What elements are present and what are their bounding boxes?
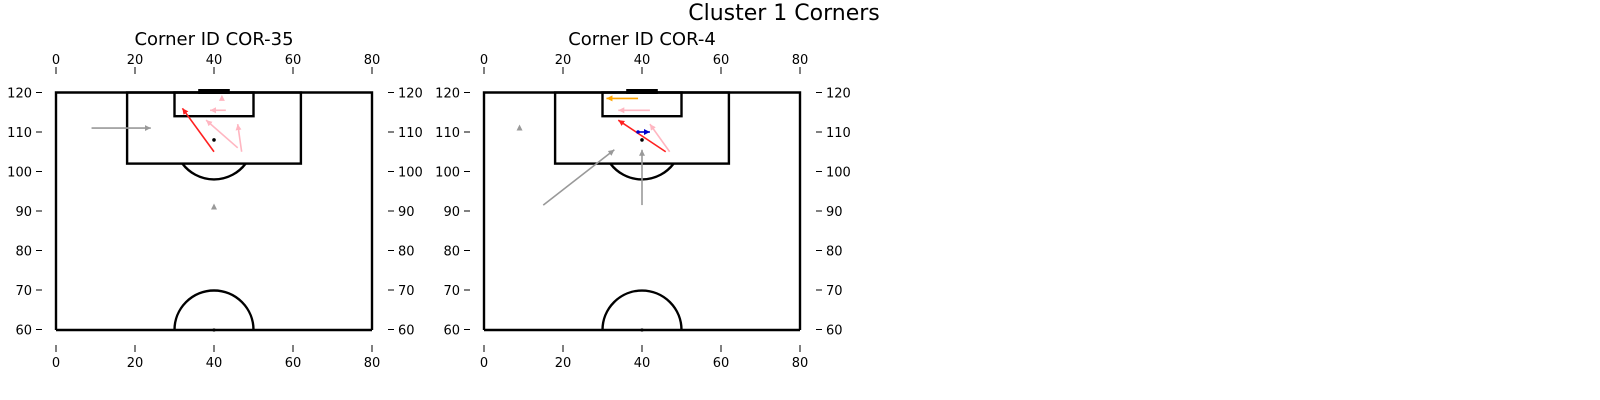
x-tick-label-top: 0: [52, 53, 60, 68]
axis-ticks: 0 0 20 20 40 40 60 60 80 80 60 60 70 70 80 80 90 90 100 100…: [435, 53, 851, 371]
event-marker-dot: [640, 138, 644, 142]
y-tick-label-left: 90: [15, 205, 32, 220]
x-tick-label-bottom: 0: [52, 356, 60, 371]
x-tick-label-bottom: 20: [127, 356, 144, 371]
event-arrow: [238, 124, 242, 152]
x-tick-label-top: 0: [480, 53, 488, 68]
x-tick-label-bottom: 60: [285, 356, 302, 371]
y-tick-label-left: 110: [7, 126, 32, 141]
x-tick-label-bottom: 40: [206, 356, 223, 371]
y-tick-label-right: 90: [398, 205, 415, 220]
y-tick-label-right: 110: [826, 126, 851, 141]
y-tick-label-left: 120: [7, 87, 32, 102]
y-tick-label-right: 120: [826, 87, 851, 102]
x-tick-label-top: 20: [127, 53, 144, 68]
chart-panel-cor-35: Corner ID COR-35 0 0 20 20 40 40 60 60 80 80 60 60 7…: [7, 29, 423, 371]
event-arrow: [206, 120, 238, 148]
y-tick-label-left: 100: [7, 166, 32, 181]
x-tick-label-top: 40: [206, 53, 223, 68]
x-tick-label-bottom: 20: [555, 356, 572, 371]
panel-title: Corner ID COR-4: [568, 29, 716, 50]
y-tick-label-right: 60: [826, 324, 843, 339]
y-tick-label-right: 80: [398, 245, 415, 260]
y-tick-label-left: 100: [435, 166, 460, 181]
x-tick-label-top: 60: [285, 53, 302, 68]
y-tick-label-right: 120: [398, 87, 423, 102]
x-tick-label-top: 60: [713, 53, 730, 68]
centre-circle: [175, 291, 254, 331]
x-tick-label-top: 40: [634, 53, 651, 68]
event-marker-triangle: [517, 125, 523, 131]
y-tick-label-left: 110: [435, 126, 460, 141]
centre-spot: [640, 328, 643, 331]
pitch: [484, 92, 800, 331]
y-tick-label-left: 60: [15, 324, 32, 339]
axis-ticks: 0 0 20 20 40 40 60 60 80 80 60 60 70 70 80 80 90 90 100 100…: [7, 53, 423, 371]
y-tick-label-right: 80: [826, 245, 843, 260]
chart-panel-cor-4: Corner ID COR-4 0 0 20 20 40 40 60 60 80 80 60 60 70…: [435, 29, 851, 371]
y-tick-label-right: 100: [826, 166, 851, 181]
event-marker-dot: [212, 138, 216, 142]
x-tick-label-top: 20: [555, 53, 572, 68]
centre-spot: [212, 328, 215, 331]
y-tick-label-right: 110: [398, 126, 423, 141]
y-tick-label-left: 70: [443, 284, 460, 299]
x-tick-label-top: 80: [792, 53, 809, 68]
figure-title: Cluster 1 Corners: [688, 1, 880, 26]
y-tick-label-left: 80: [443, 245, 460, 260]
y-tick-label-right: 100: [398, 166, 423, 181]
six-yard-box: [603, 93, 682, 117]
x-tick-label-bottom: 40: [634, 356, 651, 371]
y-tick-label-right: 70: [826, 284, 843, 299]
centre-circle: [603, 291, 682, 330]
y-tick-label-left: 120: [435, 87, 460, 102]
x-tick-label-top: 80: [364, 53, 381, 68]
x-tick-label-bottom: 80: [364, 356, 381, 371]
y-tick-label-left: 70: [15, 284, 32, 299]
x-tick-label-bottom: 80: [792, 356, 809, 371]
y-tick-label-left: 60: [443, 324, 460, 339]
x-tick-label-bottom: 0: [480, 356, 488, 371]
y-tick-label-left: 80: [15, 245, 32, 260]
y-tick-label-right: 90: [826, 205, 843, 220]
y-tick-label-left: 90: [443, 205, 460, 220]
event-arrow: [182, 108, 214, 151]
event-marker-dot: [636, 130, 640, 134]
event-marker-triangle: [211, 204, 217, 210]
event-marker-triangle: [219, 95, 225, 101]
x-tick-label-bottom: 60: [713, 356, 730, 371]
y-tick-label-right: 60: [398, 324, 415, 339]
penalty-arc: [182, 164, 245, 180]
pitch-outline: [484, 93, 800, 331]
y-tick-label-right: 70: [398, 284, 415, 299]
panel-title: Corner ID COR-35: [134, 29, 293, 50]
